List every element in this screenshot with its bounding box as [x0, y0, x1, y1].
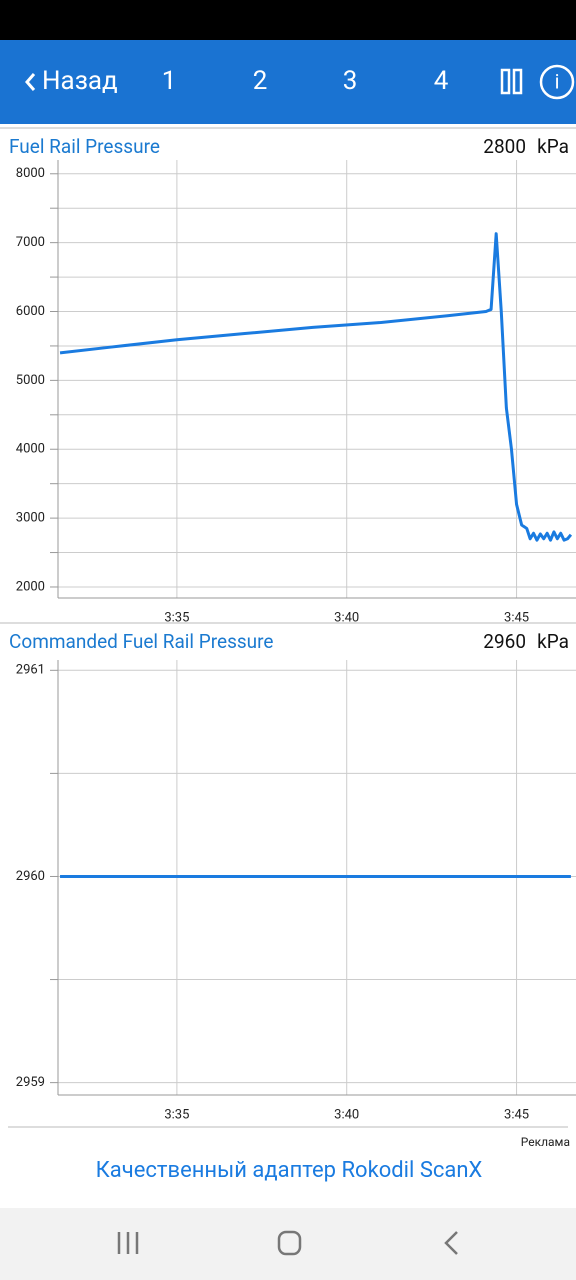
x-tick-label: 3:45: [504, 610, 529, 625]
nav-bar: [0, 1208, 576, 1280]
ad-text[interactable]: Качественный адаптер Rokodil ScanX: [96, 1158, 483, 1183]
y-tick-label: 2000: [16, 579, 45, 594]
y-tick-label: 3000: [16, 511, 45, 526]
chart-title: Commanded Fuel Rail Pressure: [9, 630, 274, 653]
reading-unit: kPa: [537, 630, 569, 653]
tab[interactable]: 3: [343, 66, 358, 96]
x-tick-label: 3:40: [334, 1107, 359, 1122]
y-tick-label: 2959: [16, 1075, 45, 1090]
x-tick-label: 3:45: [504, 1107, 529, 1122]
tab[interactable]: 2: [253, 66, 268, 96]
data-line: [59, 232, 573, 542]
tab[interactable]: 4: [434, 66, 449, 96]
app-bar: [0, 40, 576, 124]
nav-back-button[interactable]: [444, 1231, 458, 1255]
y-tick-label: 7000: [16, 235, 45, 250]
y-tick-label: 2960: [16, 869, 45, 884]
ad-label: Реклама: [521, 1135, 570, 1149]
reading-unit: kPa: [537, 135, 569, 158]
y-tick-label: 5000: [16, 373, 45, 388]
home-button[interactable]: [277, 1230, 302, 1256]
x-tick-label: 3:35: [164, 610, 189, 625]
svg-text:i: i: [555, 69, 560, 93]
pause-button[interactable]: [500, 68, 523, 95]
chart-title: Fuel Rail Pressure: [9, 135, 160, 158]
reading-value: 2800: [483, 135, 526, 158]
tab[interactable]: 1: [162, 66, 177, 96]
y-tick-label: 4000: [16, 442, 45, 457]
y-tick-label: 8000: [16, 166, 45, 181]
y-tick-label: 2961: [16, 663, 45, 678]
info-button[interactable]: i: [539, 64, 575, 100]
back-icon[interactable]: [25, 73, 36, 91]
x-tick-label: 3:35: [164, 1107, 189, 1122]
y-tick-label: 6000: [16, 304, 45, 319]
charts: Fuel Rail Pressure kPa 2800 2000 3000 4000 500…: [0, 127, 576, 1128]
reading-value: 2960: [483, 630, 526, 653]
x-tick-label: 3:40: [334, 610, 359, 625]
status-bar: [0, 0, 576, 40]
recents-button[interactable]: [117, 1232, 139, 1254]
back-button[interactable]: Назад: [42, 66, 118, 96]
